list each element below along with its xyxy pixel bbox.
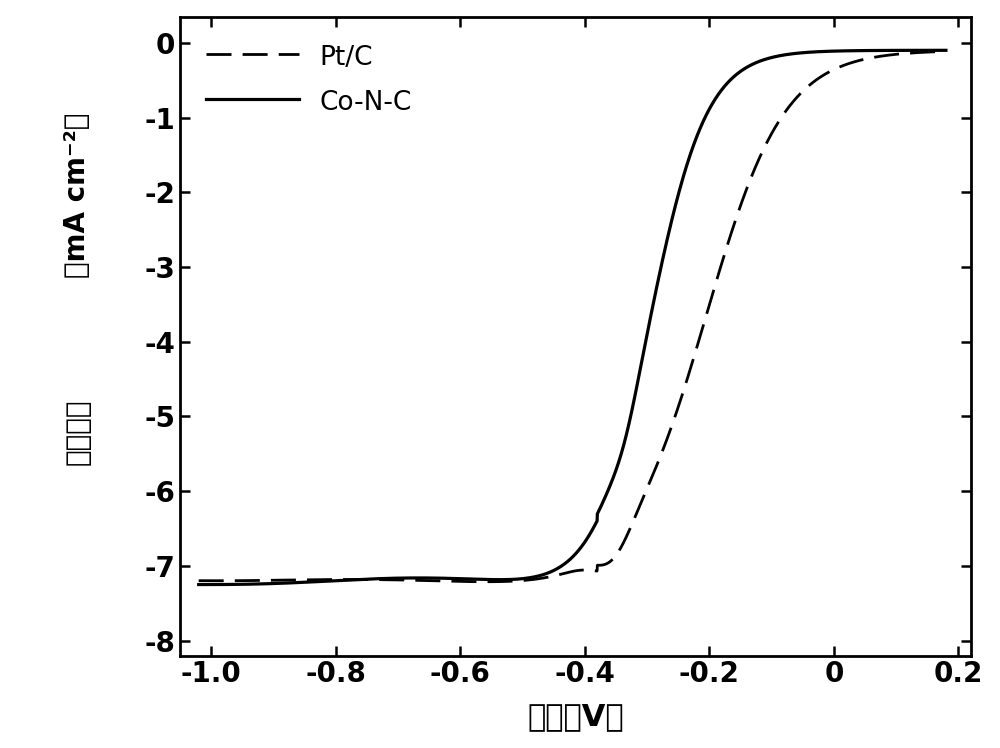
Co-N-C: [193, 580, 205, 589]
Pt/C: [480, 577, 492, 586]
Co-N-C: [512, 574, 524, 583]
Co-N-C: [479, 575, 491, 584]
Legend: Pt/C, Co-N-C: Pt/C, Co-N-C: [193, 30, 425, 129]
Text: 电流密度: 电流密度: [63, 399, 91, 465]
Line: Co-N-C: Co-N-C: [199, 50, 946, 584]
Pt/C: [940, 47, 952, 56]
Co-N-C: [940, 46, 952, 55]
Pt/C: [925, 47, 937, 56]
Co-N-C: [322, 577, 334, 586]
Co-N-C: [198, 580, 210, 589]
Pt/C: [512, 577, 524, 586]
Pt/C: [322, 575, 334, 584]
Line: Pt/C: Pt/C: [199, 52, 946, 582]
Pt/C: [193, 576, 205, 585]
Text: （mA cm⁻²）: （mA cm⁻²）: [63, 113, 91, 278]
X-axis label: 电压（V）: 电压（V）: [527, 702, 624, 732]
Pt/C: [845, 58, 857, 67]
Co-N-C: [925, 46, 937, 55]
Pt/C: [479, 577, 491, 586]
Co-N-C: [845, 46, 857, 55]
Pt/C: [278, 576, 290, 585]
Co-N-C: [278, 579, 290, 588]
